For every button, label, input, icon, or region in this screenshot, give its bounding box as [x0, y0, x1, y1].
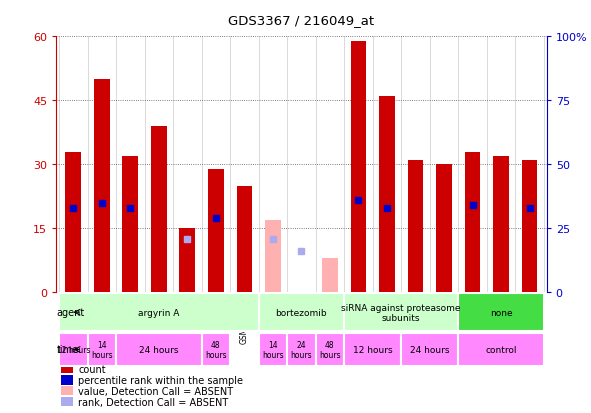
Text: rank, Detection Call = ABSENT: rank, Detection Call = ABSENT — [78, 397, 229, 407]
Text: time: time — [56, 344, 79, 355]
Text: 12 hours: 12 hours — [353, 345, 392, 354]
Text: 14
hours: 14 hours — [262, 340, 284, 359]
Bar — [61, 386, 73, 396]
Bar — [408, 161, 423, 293]
Bar — [208, 169, 224, 293]
Text: value, Detection Call = ABSENT: value, Detection Call = ABSENT — [78, 386, 233, 396]
Text: percentile rank within the sample: percentile rank within the sample — [78, 375, 243, 385]
Text: 48
hours: 48 hours — [319, 340, 341, 359]
Text: agent: agent — [56, 307, 85, 318]
Bar — [259, 333, 287, 366]
Bar — [202, 333, 230, 366]
Bar — [322, 259, 338, 293]
Bar — [265, 220, 281, 293]
Bar — [61, 397, 73, 406]
Bar — [59, 294, 259, 331]
Bar — [458, 333, 544, 366]
Text: bortezomib: bortezomib — [275, 308, 327, 317]
Bar — [59, 333, 87, 366]
Bar — [344, 294, 458, 331]
Text: none: none — [490, 308, 512, 317]
Text: 24 hours: 24 hours — [139, 345, 178, 354]
Text: 24
hours: 24 hours — [291, 340, 312, 359]
Bar — [316, 333, 344, 366]
Text: argyrin A: argyrin A — [138, 308, 180, 317]
Bar — [87, 333, 116, 366]
Text: 24 hours: 24 hours — [410, 345, 450, 354]
Bar — [379, 97, 395, 293]
Text: count: count — [78, 364, 106, 374]
Bar — [236, 186, 252, 293]
Bar — [94, 80, 109, 293]
Bar — [259, 294, 344, 331]
Bar — [151, 127, 167, 293]
Bar — [344, 333, 401, 366]
Bar — [465, 152, 480, 293]
Bar — [122, 157, 138, 293]
Bar — [180, 229, 195, 293]
Bar — [522, 161, 537, 293]
Bar — [493, 157, 509, 293]
Text: siRNA against proteasome
subunits: siRNA against proteasome subunits — [342, 303, 461, 322]
Bar — [287, 333, 316, 366]
Text: 14
hours: 14 hours — [91, 340, 113, 359]
Bar — [61, 364, 73, 373]
Bar — [401, 333, 458, 366]
Bar — [116, 333, 202, 366]
Bar — [350, 41, 366, 293]
Bar — [458, 294, 544, 331]
Bar — [61, 375, 73, 385]
Text: 48
hours: 48 hours — [205, 340, 227, 359]
Text: control: control — [485, 345, 517, 354]
Bar — [66, 152, 81, 293]
Bar — [436, 165, 452, 293]
Text: GDS3367 / 216049_at: GDS3367 / 216049_at — [228, 14, 375, 27]
Text: 12 hours: 12 hours — [57, 345, 90, 354]
